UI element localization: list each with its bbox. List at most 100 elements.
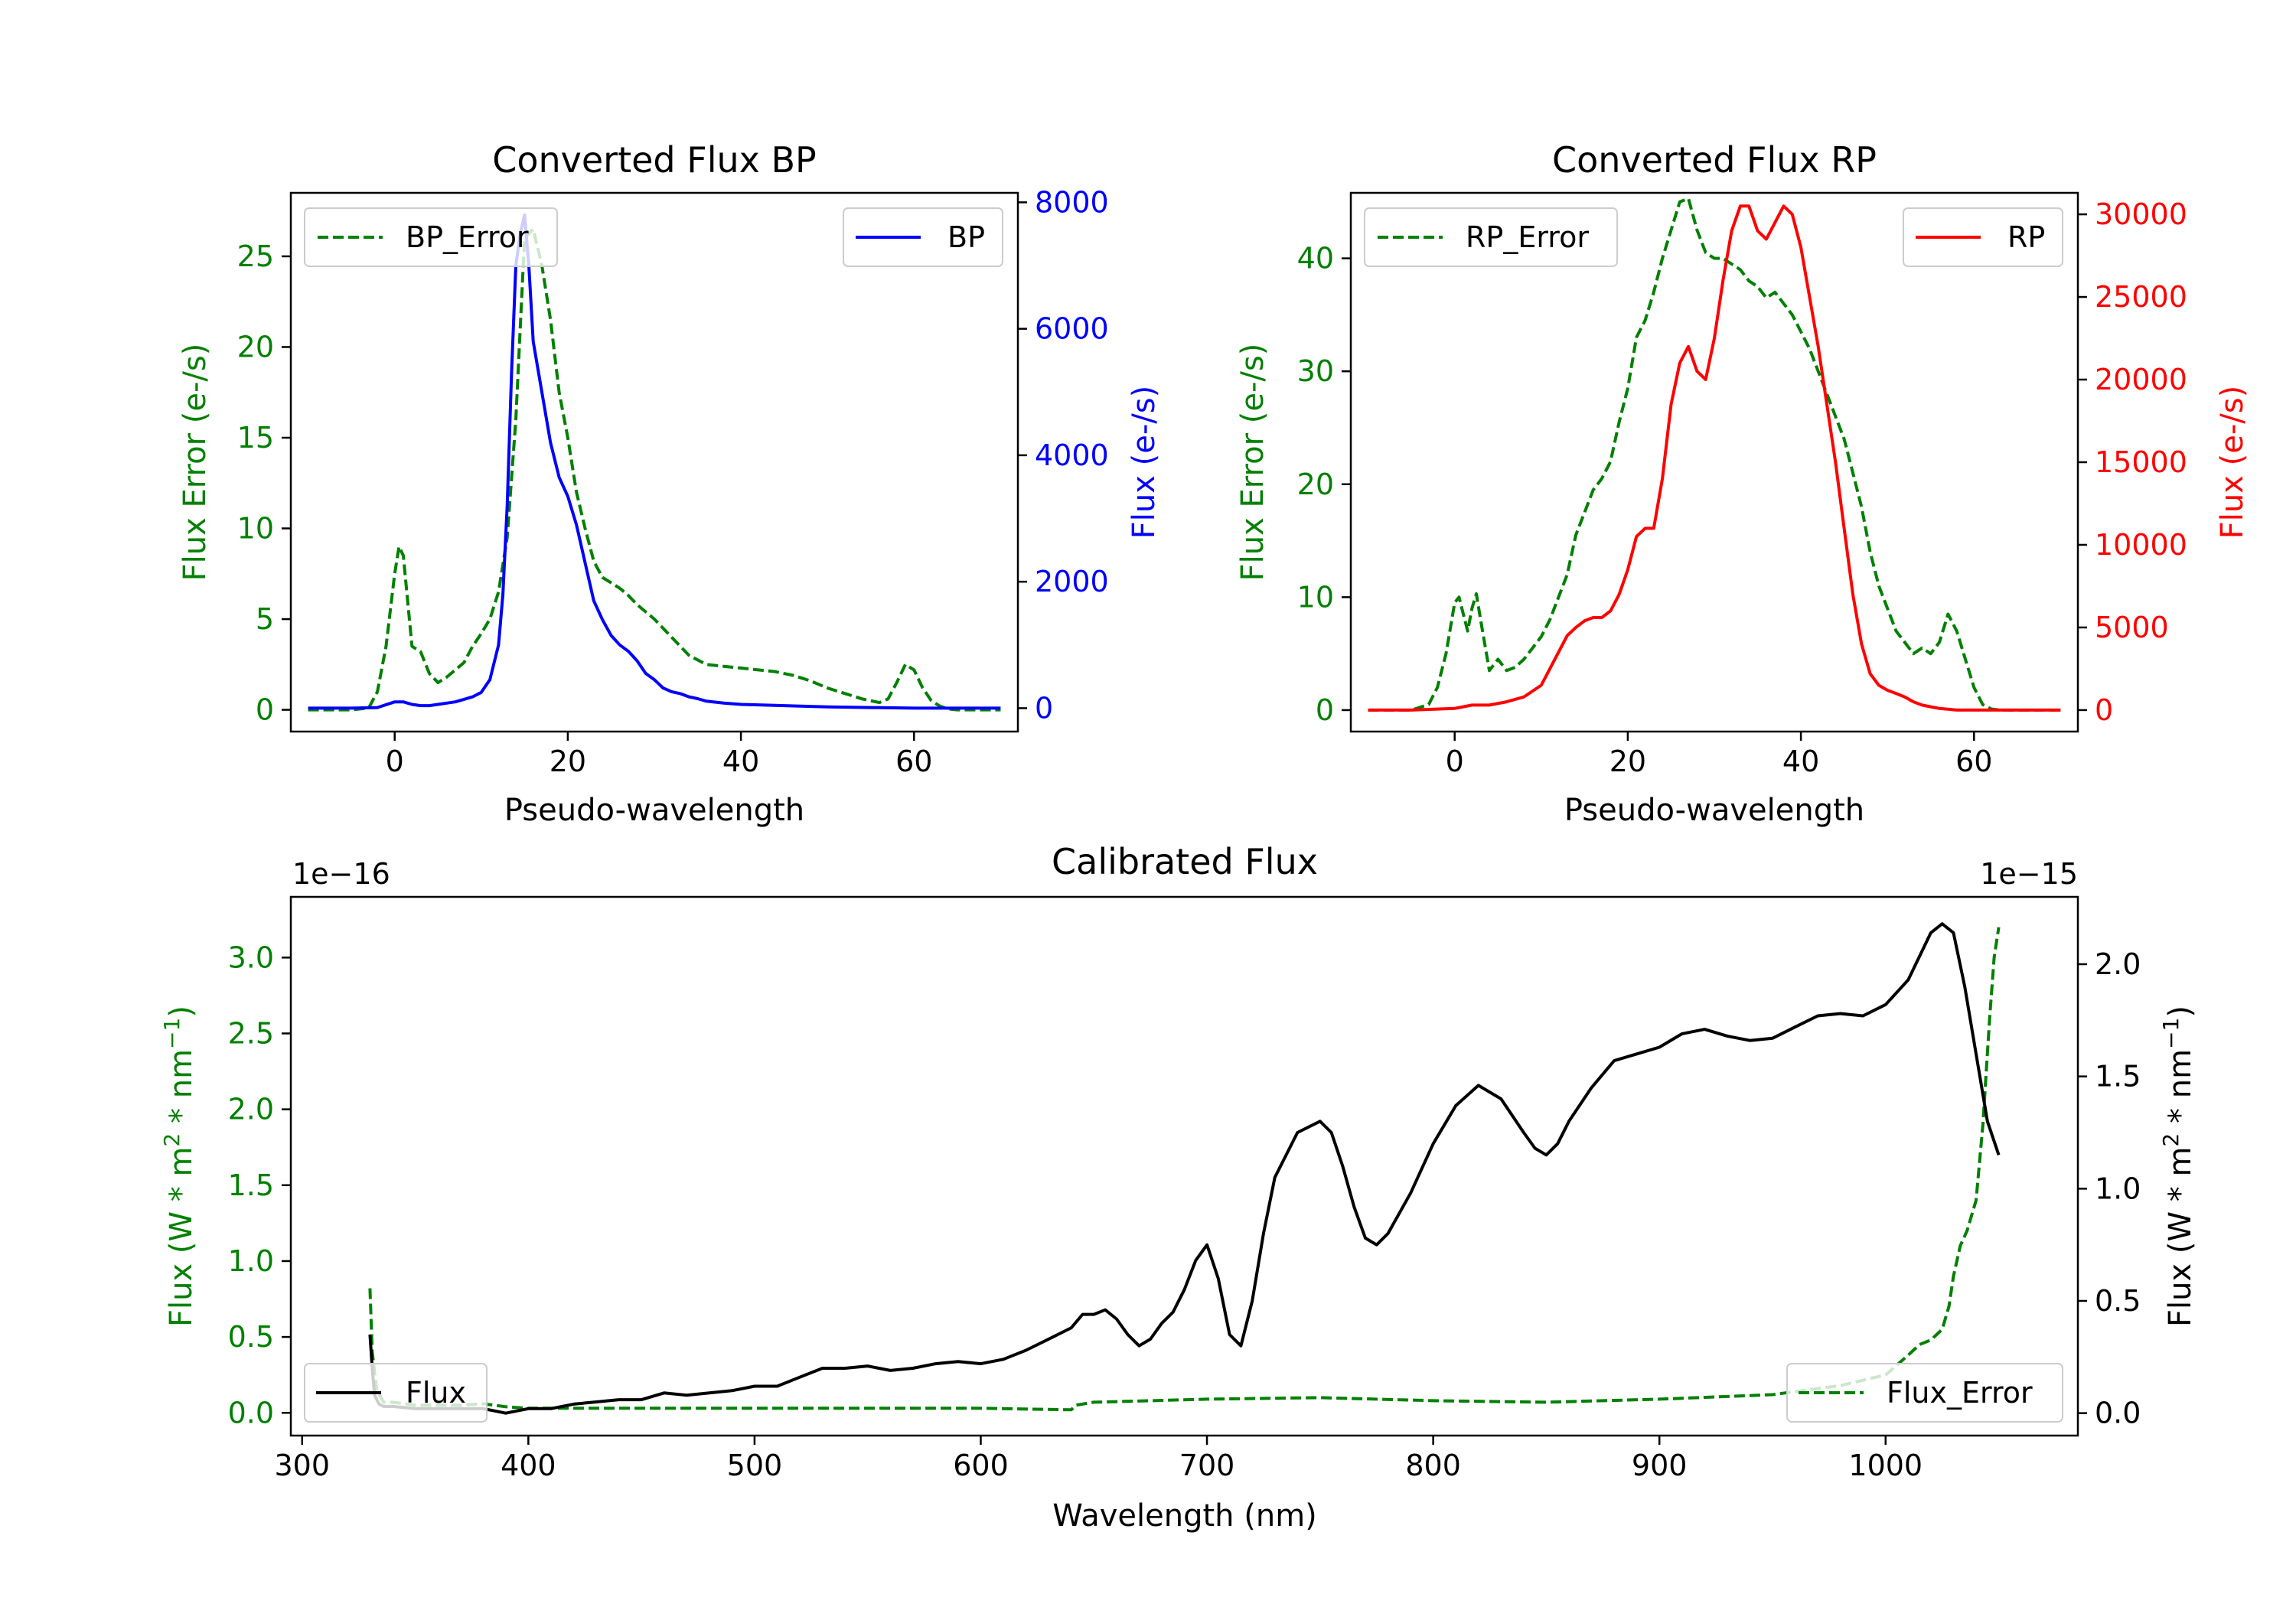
bp-y-left-ticks: 0 5 10 15 20 25 [237,240,291,727]
calibrated-y-left-ticks: 0.0 0.5 1.0 1.5 2.0 2.5 3.0 [228,940,291,1429]
bp-legend-left: BP_Error [304,207,558,267]
calibrated-x-tick-label: 1000 [1848,1449,1923,1482]
bp-y-right-tick-label: 0 [1035,691,1053,725]
rp-y-right-tick-label: 25000 [2095,280,2187,314]
calibrated-y-right-tick-label: 0.0 [2095,1397,2141,1430]
bp-y-right-label: Flux (e-/s) [1127,386,1162,539]
bp-x-label: Pseudo-wavelength [504,793,804,828]
calibrated-title: Calibrated Flux [1052,841,1318,882]
rp-y-left-tick-label: 0 [1316,693,1334,727]
rp-series [1368,197,2061,712]
bp-series-bp [308,213,1001,710]
calibrated-series-flux [368,922,2001,1415]
calibrated-legend-left-label: Flux [406,1376,466,1410]
rp-y-right-tick-label: 10000 [2095,528,2187,562]
rp-panel: Converted Flux RP 0 20 40 60 0 10 20 30 40 0 500… [1235,139,2250,828]
calibrated-left-offset: 1e−16 [292,857,390,891]
rp-y-left-tick-label: 20 [1297,468,1334,501]
bp-legend-right-label: BP [947,220,985,254]
bp-legend-left-label: BP_Error [406,220,529,254]
rp-legend-left-label: RP_Error [1466,220,1589,254]
calibrated-legend-left: Flux [304,1363,488,1423]
bp-x-tick-label: 0 [386,745,404,778]
rp-y-left-tick-label: 30 [1297,354,1334,388]
calibrated-y-left-label: Flux (W * m2 * nm−1) [159,1006,200,1327]
calibrated-y-right-tick-label: 2.0 [2095,947,2141,981]
rp-legend-left-box [1364,207,1618,267]
bp-panel: Converted Flux BP 0 20 40 60 0 5 10 15 20 25 0 20… [178,139,1162,828]
calibrated-legend-right-box [1786,1363,2063,1423]
bp-y-left-tick-label: 0 [256,693,274,727]
calibrated-x-ticks: 300 400 500 600 700 800 900 1000 [275,1436,1923,1482]
calibrated-legend-right: Flux_Error [1786,1363,2063,1423]
calibrated-y-left-tick-label: 2.5 [228,1016,274,1050]
rp-x-tick-label: 40 [1782,745,1819,778]
rp-y-left-ticks: 0 10 20 30 40 [1297,242,1351,727]
bp-x-tick-label: 40 [722,745,759,778]
calibrated-y-right-tick-label: 1.5 [2095,1060,2141,1094]
rp-y-left-label: Flux Error (e-/s) [1235,344,1270,582]
rp-legend-right: RP [1903,207,2063,267]
rp-y-right-tick-label: 30000 [2095,197,2187,231]
calibrated-x-tick-label: 400 [501,1449,556,1482]
bp-y-left-label: Flux Error (e-/s) [178,344,213,582]
bp-legend-left-box [304,207,558,267]
rp-y-right-label: Flux (e-/s) [2215,386,2250,539]
calibrated-y-right-tick-label: 0.5 [2095,1284,2141,1318]
calibrated-y-right-ticks: 0.0 0.5 1.0 1.5 2.0 [2078,947,2141,1430]
bp-legend-right: BP [843,207,1003,267]
rp-axes-frame [1349,191,2079,733]
calibrated-x-tick-label: 600 [953,1449,1009,1482]
calibrated-axes-frame [289,895,2079,1437]
calibrated-x-tick-label: 900 [1632,1449,1688,1482]
bp-title: Converted Flux BP [492,139,817,181]
bp-y-right-tick-label: 4000 [1035,438,1109,472]
rp-legend-right-label: RP [2007,220,2045,254]
bp-series [308,213,1001,712]
bp-y-right-ticks: 0 2000 4000 6000 8000 [1018,185,1109,725]
bp-x-ticks: 0 20 40 60 [386,732,932,778]
calibrated-y-left-tick-label: 0.0 [228,1396,274,1429]
bp-axes-frame [289,191,1019,733]
rp-y-right-tick-label: 15000 [2095,445,2187,479]
calibrated-y-left-tick-label: 1.0 [228,1244,274,1278]
calibrated-right-offset: 1e−15 [1980,857,2078,891]
bp-y-left-tick-label: 10 [237,512,274,546]
rp-y-right-tick-label: 5000 [2095,611,2169,644]
calibrated-x-tick-label: 700 [1179,1449,1235,1482]
rp-y-left-tick-label: 10 [1297,580,1334,614]
calibrated-x-tick-label: 500 [727,1449,783,1482]
calibrated-x-tick-label: 300 [275,1449,331,1482]
rp-legend-left: RP_Error [1364,207,1618,267]
calibrated-panel: Calibrated Flux 1e−16 1e−15 300 400 500 600… [159,841,2199,1534]
rp-y-right-ticks: 0 5000 10000 15000 20000 25000 30000 [2078,197,2187,727]
rp-x-label: Pseudo-wavelength [1564,793,1864,828]
bp-x-tick-label: 20 [550,745,586,778]
calibrated-x-label: Wavelength (nm) [1052,1498,1317,1534]
bp-y-left-tick-label: 25 [237,240,274,273]
bp-y-left-tick-label: 15 [237,421,274,455]
calibrated-y-left-tick-label: 1.5 [228,1169,274,1202]
rp-series-rp [1368,204,2061,712]
rp-x-ticks: 0 20 40 60 [1446,732,1992,778]
calibrated-y-right-tick-label: 1.0 [2095,1172,2141,1205]
bp-legend-right-box [843,207,1003,267]
bp-series-bp-error [308,227,1001,712]
rp-x-tick-label: 60 [1955,745,1992,778]
bp-x-tick-label: 60 [895,745,932,778]
calibrated-y-right-label: Flux (W * m2 * nm−1) [2158,1006,2199,1327]
rp-x-tick-label: 0 [1446,745,1464,778]
bp-y-left-tick-label: 20 [237,330,274,363]
rp-x-tick-label: 20 [1609,745,1646,778]
calibrated-y-left-tick-label: 0.5 [228,1320,274,1354]
calibrated-y-left-tick-label: 3.0 [228,940,274,974]
rp-title: Converted Flux RP [1552,139,1877,181]
rp-y-right-tick-label: 0 [2095,693,2113,727]
bp-y-left-tick-label: 5 [256,602,274,636]
rp-y-left-tick-label: 40 [1297,242,1334,275]
rp-series-rp-error [1368,197,2061,712]
rp-y-right-tick-label: 20000 [2095,363,2187,396]
bp-y-right-tick-label: 2000 [1035,565,1109,598]
calibrated-legend-right-label: Flux_Error [1887,1376,2033,1410]
